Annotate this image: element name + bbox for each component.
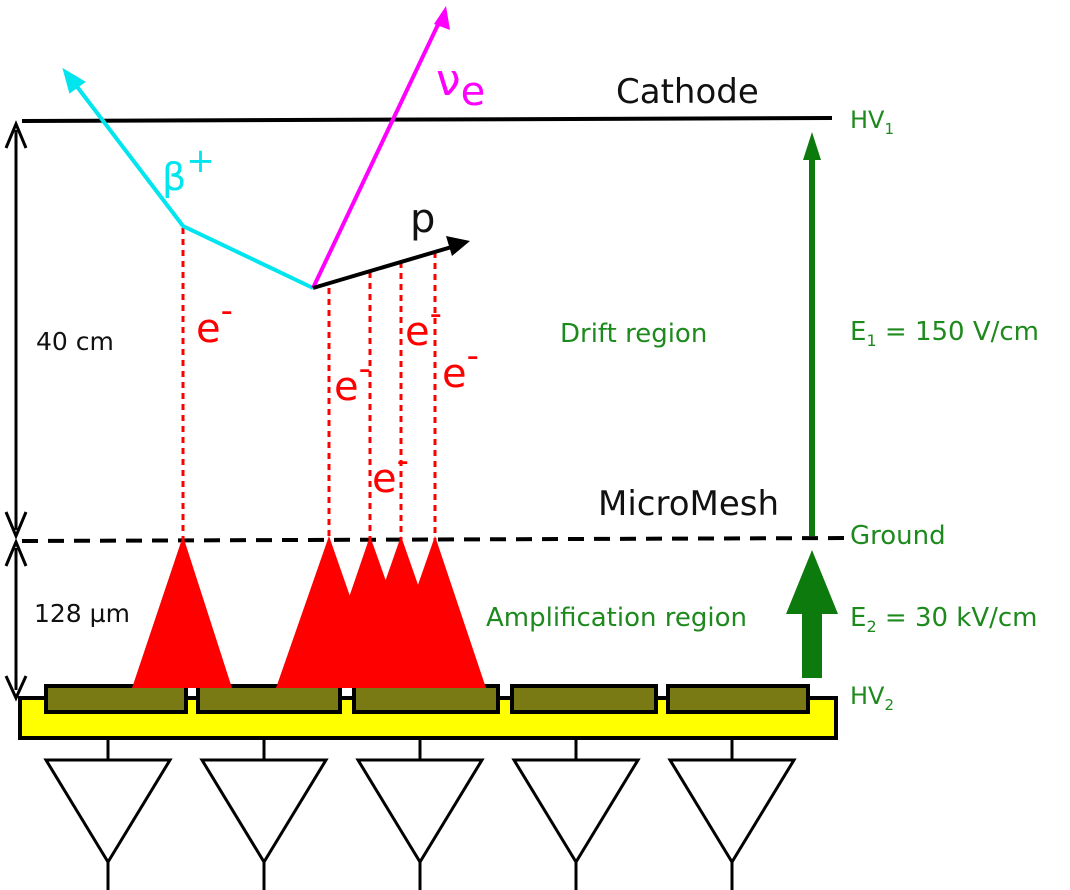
readout-pad	[510, 684, 658, 714]
e2-label: E2 = 30 kV/cm	[850, 603, 1038, 636]
amplifier	[43, 738, 173, 890]
amp-height-label: 128 µm	[34, 599, 130, 628]
ground-label: Ground	[850, 521, 946, 551]
readout-pad	[44, 684, 188, 714]
cathode-label: Cathode	[616, 72, 759, 112]
beta-label: β+	[162, 141, 215, 199]
micromesh-plane	[21, 536, 849, 543]
drift-height-arrow	[4, 120, 28, 540]
hv2-label: HV2	[850, 682, 894, 714]
readout-pad	[352, 684, 500, 714]
electron-label: e-	[442, 336, 479, 397]
avalanches	[132, 536, 486, 688]
amplification-region-label: Amplification region	[486, 603, 747, 633]
amplifier	[355, 738, 485, 890]
electron-label: e-	[372, 441, 409, 502]
proton-track	[312, 236, 470, 290]
amplifier	[511, 738, 641, 890]
neutrino-label: νe	[436, 55, 485, 115]
avalanche	[382, 536, 486, 688]
drift-region-label: Drift region	[560, 319, 707, 349]
amplifier	[667, 738, 797, 890]
electron-label: e-	[334, 349, 371, 410]
cathode-plane	[21, 116, 833, 123]
readout-pad	[196, 684, 342, 714]
amplifier	[199, 738, 329, 890]
readout-pads	[44, 684, 810, 714]
beta-track	[62, 67, 314, 290]
electron-drift-lines	[181, 228, 437, 540]
neutrino-track	[311, 6, 450, 289]
readout-pad	[666, 684, 810, 714]
proton-label: p	[410, 196, 435, 242]
micromesh-label: MicroMesh	[598, 484, 779, 524]
amplifiers	[43, 738, 797, 890]
hv1-label: HV1	[850, 106, 894, 138]
electron-label: e-	[196, 291, 233, 352]
drift-height-label: 40 cm	[36, 327, 114, 356]
electron-label: e-	[405, 294, 442, 355]
amp-field-arrow	[786, 550, 838, 678]
e1-label: E1 = 150 V/cm	[850, 317, 1039, 350]
drift-field-arrow	[803, 132, 821, 536]
amp-height-arrow	[4, 538, 28, 702]
avalanche	[132, 536, 232, 688]
